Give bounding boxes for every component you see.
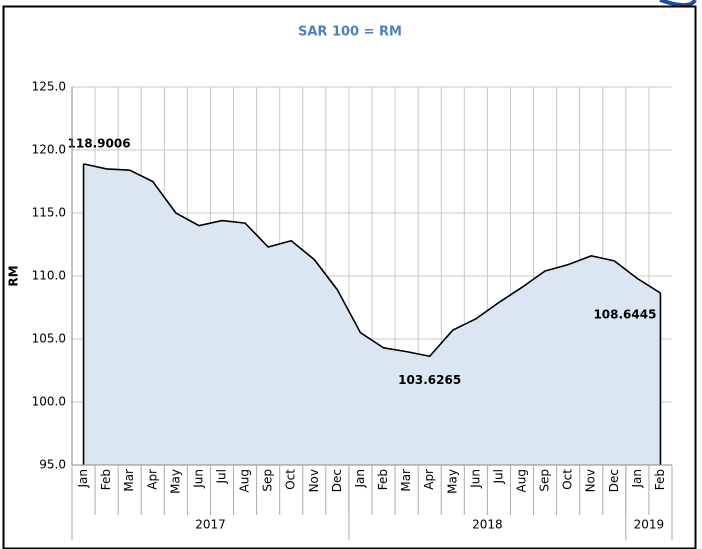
year-label: 2017 bbox=[195, 518, 226, 532]
x-tick-label: Dec bbox=[607, 469, 621, 492]
x-tick-label: Oct bbox=[284, 469, 298, 490]
x-tick-label: Feb bbox=[99, 469, 113, 490]
area bbox=[83, 163, 661, 465]
x-tick-label: May bbox=[445, 469, 459, 494]
x-tick-label: Jan bbox=[630, 469, 644, 489]
y-tick-label: 110.0 bbox=[32, 269, 66, 283]
chart-title: SAR 100 = RM bbox=[298, 25, 402, 40]
x-tick-label: Sep bbox=[538, 469, 552, 492]
x-tick-label: Apr bbox=[422, 469, 436, 490]
x-tick-label: Dec bbox=[330, 469, 344, 492]
year-label: 2018 bbox=[472, 518, 503, 532]
x-tick-label: Oct bbox=[561, 469, 575, 490]
y-tick-label: 105.0 bbox=[32, 332, 66, 346]
x-tick-label: Mar bbox=[122, 469, 136, 492]
year-label: 2019 bbox=[634, 518, 665, 532]
decoration bbox=[659, 0, 697, 7]
x-tick-label: Apr bbox=[145, 469, 159, 490]
x-tick-label: Feb bbox=[376, 469, 390, 490]
data-label: 108.6445 bbox=[593, 308, 656, 322]
data-label: 118.9006 bbox=[68, 136, 131, 150]
x-tick-label: Feb bbox=[653, 469, 667, 490]
y-tick-label: 95.0 bbox=[39, 458, 66, 472]
y-tick-label: 125.0 bbox=[32, 80, 66, 94]
data-label: 103.6265 bbox=[398, 373, 461, 387]
x-tick-label: Aug bbox=[515, 469, 529, 492]
x-tick-label: Jan bbox=[76, 469, 90, 489]
x-tick-label: Sep bbox=[261, 469, 275, 492]
x-tick-label: Nov bbox=[307, 469, 321, 492]
line bbox=[82, 163, 662, 465]
y-axis-label: RM bbox=[7, 265, 21, 286]
x-tick-label: Jul bbox=[215, 469, 229, 484]
y-tick-label: 100.0 bbox=[32, 395, 66, 409]
x-tick-label: Jun bbox=[191, 469, 205, 489]
x-tick-label: Jul bbox=[491, 469, 505, 484]
x-tick-label: Jun bbox=[468, 469, 482, 489]
x-tick-label: Nov bbox=[584, 469, 598, 492]
x-tick-label: Aug bbox=[238, 469, 252, 492]
y-tick-label: 115.0 bbox=[32, 206, 66, 220]
x-tick-label: Mar bbox=[399, 469, 413, 492]
x-tick-label: May bbox=[168, 469, 182, 494]
y-tick-label: 120.0 bbox=[32, 143, 66, 157]
x-tick-label: Jan bbox=[353, 469, 367, 489]
